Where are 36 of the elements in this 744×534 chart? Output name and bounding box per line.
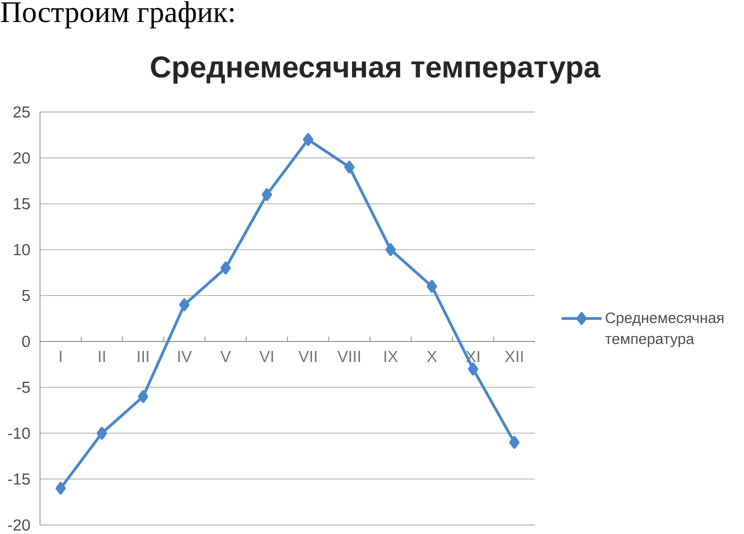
point (138, 390, 148, 403)
y-tick-label: -20 (8, 519, 30, 531)
chart-title: Среднемесячная температура (150, 56, 601, 84)
x-tick-label: VIII (337, 350, 360, 362)
y-tick-label: 15 (14, 198, 30, 210)
x-tick-label: VI (259, 350, 273, 362)
y-tick-label: -5 (16, 382, 30, 393)
x-tick-label: IX (384, 350, 398, 362)
y-tick-label: 0 (22, 336, 30, 348)
x-tick-label: III (138, 350, 148, 362)
point (179, 298, 190, 312)
x-tick-label: II (98, 350, 105, 362)
x-tick-label: VII (298, 350, 316, 362)
point (426, 280, 438, 293)
x-tick-label: XII (504, 350, 523, 362)
point (509, 436, 520, 449)
text: Построим график: (1, 1, 234, 28)
y-tick-label: 10 (14, 244, 30, 256)
point (468, 362, 478, 376)
point (344, 160, 355, 174)
point (96, 426, 108, 440)
x-tick-label: X (426, 350, 437, 362)
x-tick-label: I (60, 350, 62, 362)
point (55, 482, 66, 495)
point (302, 133, 314, 146)
point (385, 243, 396, 256)
y-tick-label: 20 (13, 152, 30, 164)
y-tick-label: -15 (8, 474, 30, 485)
y-tick-label: -10 (8, 428, 30, 439)
y-tick-label: 5 (22, 290, 30, 302)
y-tick-label: 25 (13, 106, 30, 118)
legend-label: Среднемесячная температура (605, 312, 724, 348)
point (220, 262, 231, 274)
x-tick-label: IV (178, 350, 192, 362)
point (262, 188, 272, 201)
x-tick-label: V (220, 350, 231, 362)
